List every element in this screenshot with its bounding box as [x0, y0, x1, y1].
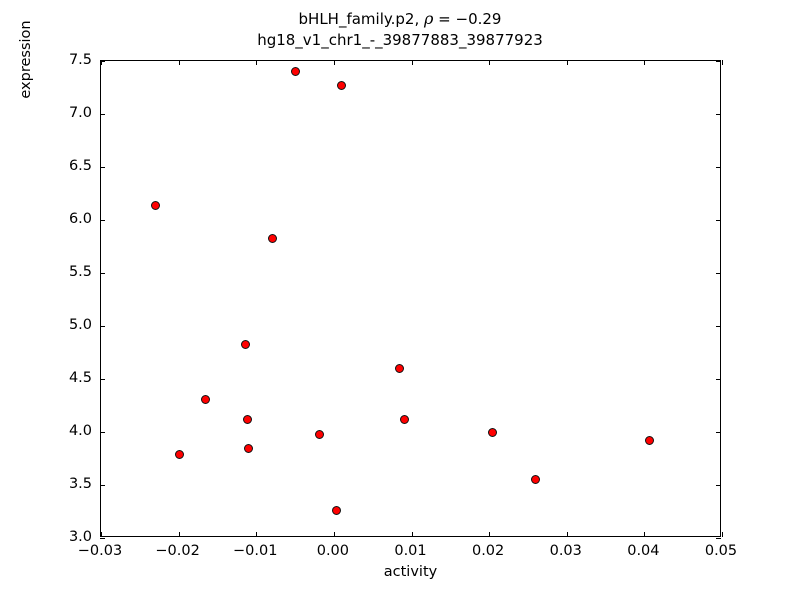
x-axis-tick-top: [256, 60, 258, 65]
x-axis-tick-top: [489, 60, 491, 65]
y-axis-tick-label: 5.5: [68, 264, 92, 280]
data-point: [394, 363, 404, 373]
chart-title: bHLH_family.p2, ρ = −0.29 hg18_v1_chr1_-…: [0, 8, 800, 51]
y-axis-tick-label: 3.5: [68, 476, 92, 492]
x-axis-tick: [178, 532, 180, 537]
x-axis-tick-label: 0.00: [316, 543, 350, 559]
y-axis-tick-right: [716, 379, 721, 380]
x-axis-tick: [411, 532, 413, 537]
data-point: [243, 444, 253, 454]
y-axis-tick-label: 6.5: [68, 158, 92, 174]
y-axis-tick: [100, 538, 105, 539]
data-point: [268, 233, 278, 243]
y-axis-tick-label: 4.0: [68, 423, 92, 439]
plot-axes-frame: [100, 60, 723, 539]
y-axis-tick-right: [716, 432, 721, 433]
data-point: [200, 394, 210, 404]
x-axis-tick: [566, 532, 568, 537]
x-axis-tick-top: [722, 60, 723, 65]
y-axis-tick: [100, 432, 105, 433]
y-axis-tick-right: [716, 538, 721, 539]
y-axis-tick-right: [716, 167, 721, 168]
y-axis-tick: [100, 220, 105, 221]
data-point: [290, 67, 300, 77]
x-axis-tick-top: [644, 60, 646, 65]
x-axis-tick: [722, 532, 723, 537]
data-point-layer: [101, 61, 720, 536]
x-axis-tick-label: −0.03: [77, 543, 123, 559]
x-axis-tick: [644, 532, 646, 537]
y-axis-tick: [100, 379, 105, 380]
y-axis-tick-right: [716, 114, 721, 115]
data-point: [337, 80, 347, 90]
data-point: [400, 414, 409, 424]
x-axis-tick-top: [101, 60, 102, 65]
rho-value: = −0.29: [433, 10, 502, 28]
y-axis-label: expression: [18, 20, 34, 99]
data-point: [174, 449, 184, 459]
x-axis-tick-label: 0.01: [394, 543, 427, 559]
x-axis-tick-label: 0.05: [704, 543, 738, 559]
x-axis-tick-label: 0.04: [627, 543, 660, 559]
data-point: [331, 505, 341, 515]
data-point: [531, 475, 541, 485]
x-axis-tick-label: 0.03: [549, 543, 582, 559]
x-axis-tick-top: [566, 60, 568, 65]
y-axis-tick: [100, 485, 105, 486]
y-axis-tick-right: [716, 220, 721, 221]
data-point: [150, 200, 160, 210]
y-axis-tick-right: [716, 485, 721, 486]
y-axis-tick-label: 5.0: [68, 317, 92, 333]
y-axis-tick-right: [716, 273, 721, 274]
x-axis-tick-label: −0.01: [233, 543, 278, 559]
x-axis-tick: [333, 532, 335, 537]
chart-title-line-1: bHLH_family.p2, ρ = −0.29: [0, 8, 800, 30]
y-axis-tick-label: 6.0: [68, 211, 92, 227]
x-axis-tick: [256, 532, 258, 537]
y-axis-tick: [100, 326, 105, 327]
x-axis-tick-label: −0.02: [155, 543, 200, 559]
y-axis-tick: [100, 61, 105, 62]
y-axis-tick-label: 7.0: [68, 105, 92, 121]
chart-title-line-2: hg18_v1_chr1_-_39877883_39877923: [257, 31, 543, 49]
y-axis-tick-right: [716, 61, 721, 62]
rho-symbol: ρ: [423, 9, 434, 28]
data-point: [645, 435, 655, 445]
y-axis-tick-label: 7.5: [68, 52, 92, 68]
data-point: [240, 339, 250, 349]
x-axis-tick-top: [178, 60, 180, 65]
y-axis-tick-label: 3.0: [68, 529, 92, 545]
y-axis-tick: [100, 114, 105, 115]
x-axis-tick-label: 0.02: [471, 543, 505, 559]
x-axis-tick-top: [333, 60, 335, 65]
y-axis-tick: [100, 273, 105, 274]
x-axis-tick-top: [411, 60, 413, 65]
data-point: [487, 427, 497, 437]
y-axis-tick-right: [716, 326, 721, 327]
y-axis-tick: [100, 167, 105, 168]
x-axis-tick: [101, 532, 102, 537]
x-axis-tick: [489, 532, 491, 537]
title-prefix: bHLH_family.p2,: [298, 10, 424, 28]
data-point: [315, 429, 325, 439]
x-axis-label: activity: [383, 564, 438, 580]
data-point: [243, 414, 253, 424]
y-axis-tick-label: 4.5: [68, 370, 92, 386]
